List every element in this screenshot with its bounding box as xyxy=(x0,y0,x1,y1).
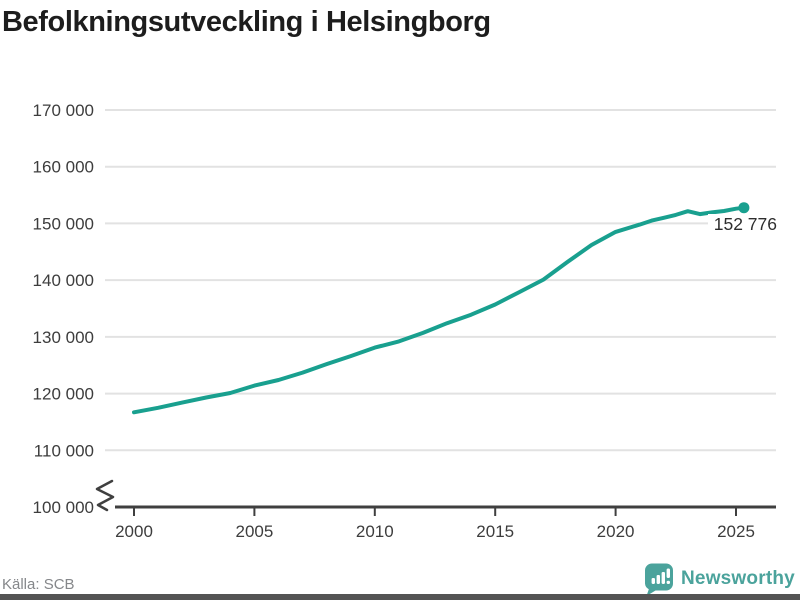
y-axis-tick-label: 170 000 xyxy=(33,101,94,120)
end-label-background xyxy=(708,214,781,235)
y-axis-tick-label: 140 000 xyxy=(33,271,94,290)
window-bottom-edge xyxy=(0,594,800,600)
end-point-marker xyxy=(738,202,750,214)
y-axis-tick-label: 100 000 xyxy=(33,498,94,517)
source-caption: Källa: SCB xyxy=(2,576,75,593)
end-value-label: 152 776 xyxy=(714,214,777,234)
newsworthy-logo-text: Newsworthy xyxy=(681,568,795,589)
newsworthy-logo[interactable]: Newsworthy xyxy=(644,562,795,596)
x-axis-tick-label: 2025 xyxy=(717,522,755,541)
y-axis-tick-label: 130 000 xyxy=(33,328,94,347)
x-axis-tick-label: 2005 xyxy=(235,522,273,541)
axis-break-icon xyxy=(95,479,115,512)
y-axis-tick-label: 150 000 xyxy=(33,214,94,233)
x-axis-tick-label: 2000 xyxy=(115,522,153,541)
chart-title: Befolkningsutveckling i Helsingborg xyxy=(2,6,491,38)
x-axis-tick-label: 2010 xyxy=(356,522,394,541)
y-axis-tick-label: 160 000 xyxy=(33,158,94,177)
x-axis-tick-label: 2015 xyxy=(476,522,514,541)
population-line-series xyxy=(132,205,746,415)
bar-chart-exclamation-glyph xyxy=(651,568,670,584)
x-axis-tick-label: 2020 xyxy=(597,522,635,541)
y-axis-tick-label: 120 000 xyxy=(33,385,94,404)
y-axis-tick-label: 110 000 xyxy=(34,441,94,460)
newsworthy-logo-icon xyxy=(645,563,673,596)
